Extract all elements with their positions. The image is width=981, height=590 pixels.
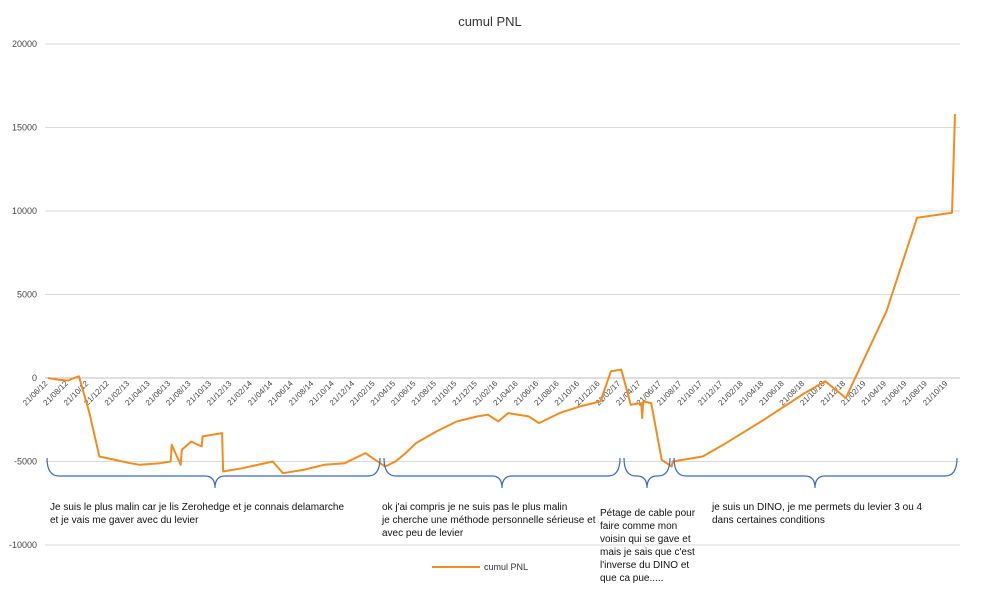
series-layer: [47, 114, 956, 475]
series-line: [47, 114, 956, 475]
annotation-braces: [46, 457, 958, 489]
chart-title: cumul PNL: [458, 14, 522, 29]
y-axis-labels: 20000 15000 10000 5000 0 -5000 -10000: [9, 39, 37, 550]
y-tick-label: 10000: [12, 206, 37, 216]
y-tick-label: 5000: [17, 290, 37, 300]
y-tick-label: -5000: [14, 457, 37, 467]
annotation-4: je suis un DINO, je me permets du levier…: [712, 502, 923, 526]
y-tick-label: 20000: [12, 39, 37, 49]
annotation-brace: [623, 457, 671, 489]
annotation-brace: [46, 457, 381, 489]
annotation-3: Pétage de cable pour faire comme mon voi…: [600, 508, 696, 584]
legend: cumul PNL: [432, 562, 528, 572]
x-axis-labels: 21/06/1221/08/1221/10/1221/12/1221/02/13…: [21, 379, 950, 408]
legend-label: cumul PNL: [484, 562, 528, 572]
grid-layer: [45, 43, 960, 546]
annotation-brace: [383, 457, 621, 489]
annotation-brace: [673, 457, 958, 489]
y-tick-label: 15000: [12, 123, 37, 133]
y-tick-label: 0: [32, 373, 37, 383]
y-tick-label: -10000: [9, 540, 37, 550]
annotation-1: Je suis le plus malin car je lis Zerohed…: [50, 502, 345, 526]
annotation-2: ok j'ai compris je ne suis pas le plus m…: [382, 502, 596, 539]
